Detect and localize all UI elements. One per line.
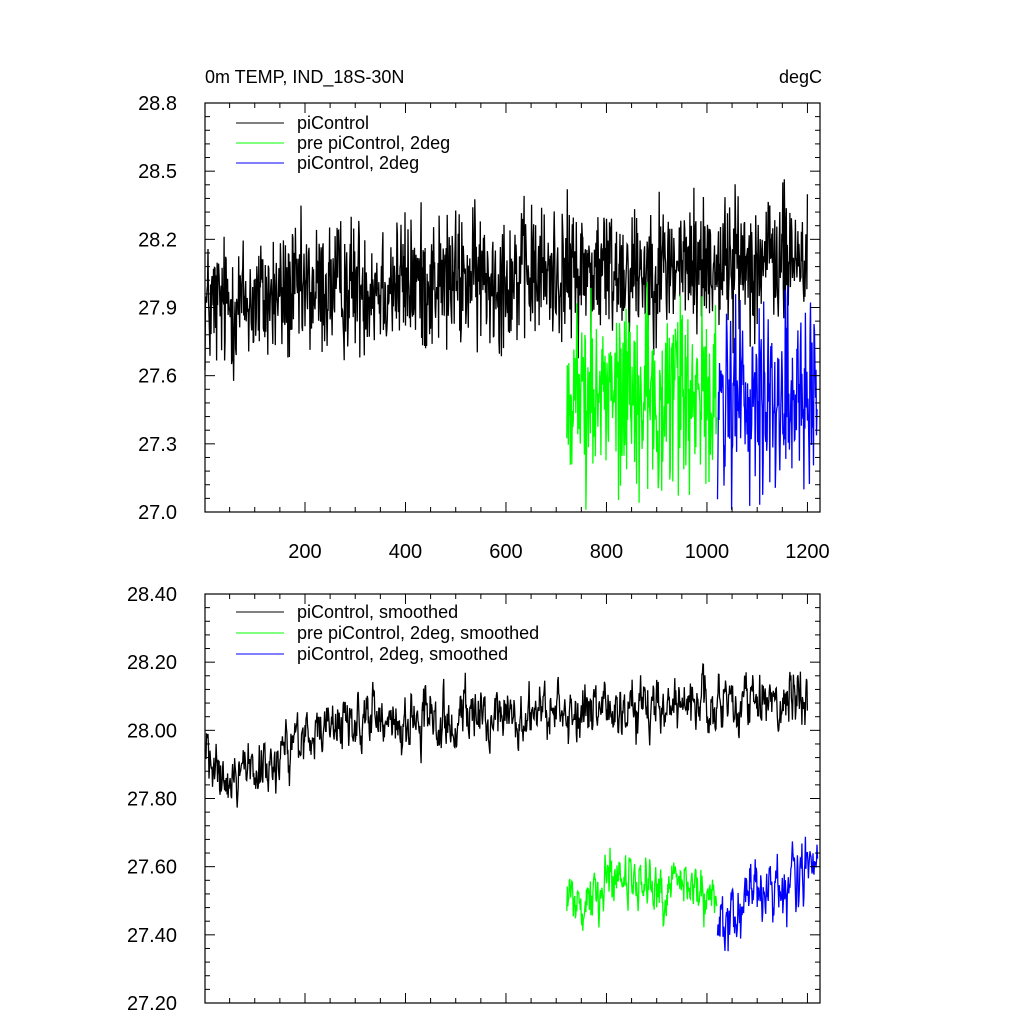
top-panel: 0m TEMP, IND_18S-30N degC 27.027.327.627…	[138, 67, 830, 563]
series-line-picontrol	[204, 179, 809, 381]
x-tick-label: 400	[389, 541, 422, 563]
axis-layer: 27.20 27.40 27.60 27.80 28.00 28.20 28.40	[127, 584, 821, 1015]
series-line-pre-picontrol-2deg	[566, 282, 718, 510]
legend-label-pre-picontrol-2deg-smoothed: pre piControl, 2deg, smoothed	[297, 623, 539, 643]
series-layer	[204, 179, 819, 510]
y-tick-label: 27.0	[138, 502, 177, 524]
y-tick-label: 28.00	[127, 720, 177, 742]
legend-label-picontrol-2deg: piControl, 2deg	[297, 153, 419, 173]
y-tick-label: 28.2	[138, 229, 177, 251]
y-tick-label: 28.20	[127, 652, 177, 674]
axis-layer: 27.0 27.3 27.6 27.9 28.2 28.5 28.8 200 400 600 800…	[138, 93, 830, 563]
y-tick-label: 27.9	[138, 298, 177, 320]
series-line-picontrol-2deg	[716, 286, 819, 510]
series-line-picontrol-2deg-smoothed	[716, 836, 819, 952]
y-tick-label: 27.60	[127, 857, 177, 879]
x-tick-label: 200	[288, 541, 321, 563]
y-tick-label: 27.40	[127, 925, 177, 947]
x-tick-label: 800	[590, 541, 623, 563]
series-line-pre-picontrol-2deg-smoothed	[566, 847, 718, 931]
legend: piControl pre piControl, 2deg piControl,…	[236, 113, 450, 173]
legend-label-picontrol-2deg-smoothed: piControl, 2deg, smoothed	[297, 644, 508, 664]
legend: piControl, smoothed pre piControl, 2deg,…	[236, 602, 539, 664]
x-tick-label: 1000	[685, 541, 730, 563]
y-tick-label: 27.80	[127, 789, 177, 811]
x-tick-label: 1200	[785, 541, 830, 563]
y-tick-label: 27.3	[138, 434, 177, 456]
y-tick-label: 28.40	[127, 584, 177, 606]
y-tick-label: 28.5	[138, 161, 177, 183]
series-layer	[204, 663, 819, 952]
units-label: degC	[779, 67, 822, 87]
chart-title: 0m TEMP, IND_18S-30N	[205, 67, 404, 88]
legend-label-picontrol-smoothed: piControl, smoothed	[297, 602, 458, 622]
series-line-picontrol-smoothed	[204, 663, 809, 808]
legend-label-picontrol: piControl	[297, 113, 369, 133]
bottom-panel: 27.20 27.40 27.60 27.80 28.00 28.20 28.40 piCo…	[127, 584, 821, 1015]
y-tick-label: 28.8	[138, 93, 177, 115]
y-tick-label: 27.6	[138, 366, 177, 388]
legend-label-pre-picontrol-2deg: pre piControl, 2deg	[297, 133, 450, 153]
y-tick-label: 27.20	[127, 993, 177, 1015]
x-tick-label: 600	[489, 541, 522, 563]
